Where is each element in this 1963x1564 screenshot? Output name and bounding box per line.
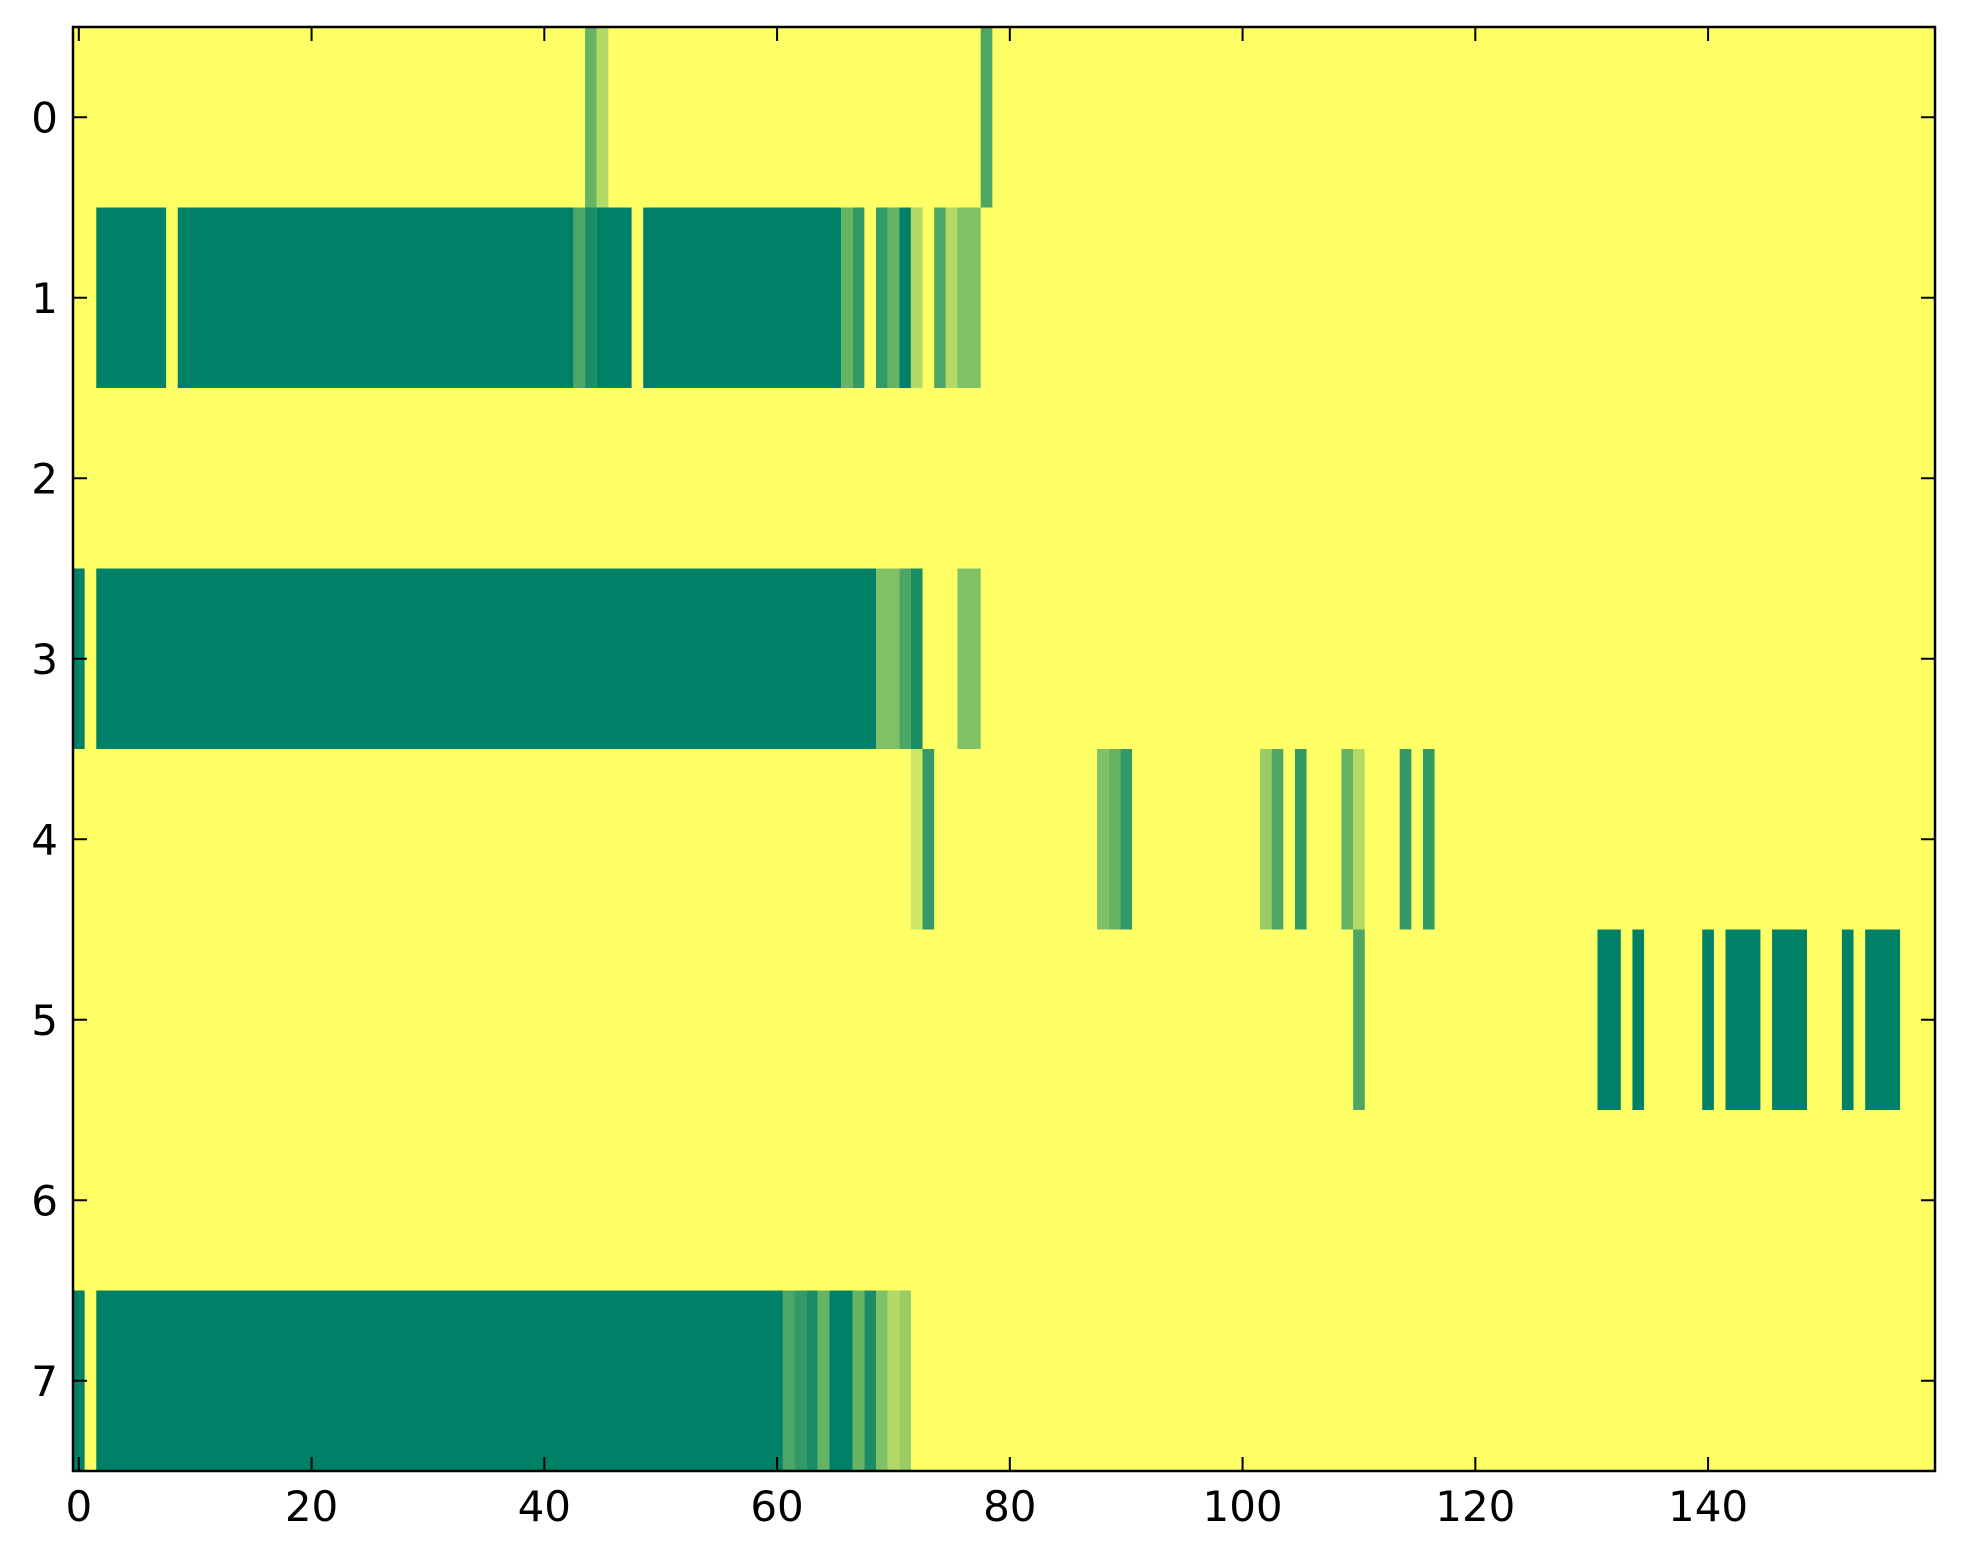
heatmap-cell (643, 207, 842, 388)
plot-area (73, 27, 1935, 1471)
x-tick-label: 140 (1668, 1482, 1748, 1531)
x-tick-label: 80 (983, 1482, 1036, 1531)
heatmap-cell (980, 27, 993, 208)
y-tick-label: 7 (31, 1357, 58, 1406)
heatmap-cell (899, 207, 911, 388)
x-axis: 0 20 40 60 80 100 120 140 (65, 27, 1748, 1531)
heatmap-cell (887, 207, 900, 388)
heatmap-cell (1702, 929, 1714, 1110)
y-tick-label: 3 (31, 635, 58, 684)
heatmap-cell (922, 749, 935, 930)
x-tick-label: 100 (1202, 1482, 1282, 1531)
heatmap-cell (1260, 749, 1272, 930)
heatmap-cell (957, 207, 981, 388)
heatmap-cell (864, 1290, 876, 1471)
heatmap-cell (1120, 749, 1133, 930)
y-tick-label: 6 (31, 1176, 58, 1225)
heatmap-cell (852, 1290, 865, 1471)
y-tick-label: 5 (31, 996, 58, 1045)
heatmap-cell (596, 27, 609, 208)
y-axis: 0 1 2 3 4 5 6 7 (31, 93, 1935, 1406)
y-tick-label: 0 (31, 93, 58, 142)
heatmap-cell (794, 1290, 807, 1471)
y-tick-label: 1 (31, 274, 58, 323)
heatmap-cell (910, 749, 923, 930)
heatmap-cell (1353, 749, 1365, 930)
heatmap-cell (934, 207, 946, 388)
heatmap-cell (96, 1290, 783, 1471)
heatmap-cell (1841, 929, 1854, 1110)
heatmap-cell (1422, 749, 1435, 930)
heatmap-cell (852, 207, 865, 388)
heatmap-cell (585, 207, 597, 388)
heatmap-cell (596, 207, 632, 388)
heatmap-cell (875, 568, 900, 749)
heatmap-cell (1632, 929, 1645, 1110)
heatmap-cell (899, 568, 911, 749)
plot-frame (71, 25, 1937, 1473)
heatmap-cell (1097, 749, 1109, 930)
x-tick-label: 120 (1435, 1482, 1515, 1531)
heatmap-cell (829, 1290, 853, 1471)
heatmap-cell (177, 207, 574, 388)
heatmap-cell (899, 1290, 911, 1471)
heatmap-cell (1108, 749, 1121, 930)
x-tick-label: 20 (285, 1482, 338, 1531)
heatmap-cell (1271, 749, 1284, 930)
heatmap-cell (585, 27, 597, 208)
heatmap-cell (1294, 749, 1307, 930)
heatmap-cell (841, 207, 853, 388)
heatmap-cell (817, 1290, 830, 1471)
heatmap-cell (96, 207, 167, 388)
heatmap-cell (875, 207, 888, 388)
heatmap-cell (1341, 749, 1354, 930)
heatmap-cell (1353, 929, 1365, 1110)
heatmap-cell (1772, 929, 1807, 1110)
x-tick-label: 60 (750, 1482, 803, 1531)
x-tick-label: 40 (518, 1482, 571, 1531)
heatmap-cell (957, 568, 981, 749)
heatmap-cell (887, 1290, 900, 1471)
heatmap-cell (1399, 749, 1412, 930)
heatmap-cell (806, 1290, 818, 1471)
heatmap-cell (875, 1290, 888, 1471)
heatmap-cell (1725, 929, 1761, 1110)
y-tick-label: 2 (31, 454, 58, 503)
heatmap-cell (1597, 929, 1621, 1110)
heatmap-cell (910, 207, 923, 388)
heatmap-cell (910, 568, 923, 749)
heatmap-cell (782, 1290, 795, 1471)
y-tick-label: 4 (31, 815, 58, 864)
x-tick-label: 0 (65, 1482, 92, 1531)
heatmap-cell (96, 568, 876, 749)
heatmap-cell (1865, 929, 1901, 1110)
heatmap-cell (573, 207, 586, 388)
heatmap-cell (945, 207, 958, 388)
